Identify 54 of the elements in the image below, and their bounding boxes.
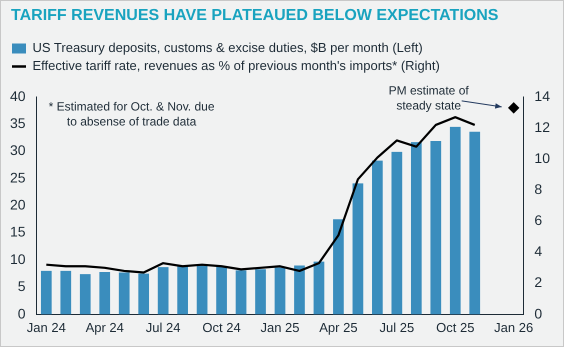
bar — [372, 160, 383, 314]
y-tick-label: 30 — [10, 142, 26, 158]
bar — [469, 132, 480, 314]
x-tick-label: Jan 26 — [494, 320, 534, 335]
y-tick-label: 10 — [10, 250, 26, 267]
x-tick-label: Jan 24 — [26, 320, 66, 335]
y-tick-label: 35 — [10, 115, 26, 132]
y2-tick-label: 8 — [534, 181, 542, 198]
x-tick-label: Jul 24 — [146, 320, 181, 335]
bar — [391, 152, 402, 314]
bar — [40, 270, 52, 314]
chart-title: TARIFF REVENUES HAVE PLATEAUED BELOW EXPECTATIONS — [11, 7, 498, 25]
legend-label: US Treasury deposits, customs & excise duties, $B per month (Left) — [32, 40, 423, 56]
bar — [314, 262, 324, 314]
x-tick-label: Jul 25 — [379, 320, 414, 335]
y-tick-label: 15 — [10, 224, 26, 240]
bar — [274, 268, 286, 314]
bar — [80, 274, 91, 314]
y-tick-label: 0 — [18, 305, 26, 322]
y2-tick-label: 10 — [534, 150, 550, 166]
bar — [450, 126, 461, 314]
bar — [410, 142, 422, 314]
legend-label: Effective tariff rate, revenues as % of previous month's imports* (Right) — [32, 58, 440, 74]
bar — [99, 272, 110, 314]
y2-tick-label: 14 — [534, 88, 550, 104]
bar — [118, 272, 130, 314]
y-tick-label: 25 — [10, 169, 26, 186]
bar — [294, 265, 305, 314]
bar — [196, 265, 208, 314]
bar — [333, 219, 344, 314]
y2-tick-label: 6 — [534, 212, 542, 228]
x-tick-label: Apr 24 — [86, 320, 124, 335]
bar — [158, 267, 169, 314]
y-tick-label: 40 — [10, 88, 26, 104]
y2-tick-label: 12 — [534, 118, 550, 135]
bar — [177, 266, 188, 314]
x-tick-label: Apr 25 — [319, 320, 358, 335]
y2-tick-label: 0 — [534, 305, 542, 322]
y-tick-label: 20 — [10, 196, 26, 213]
bar — [352, 183, 364, 314]
bar — [255, 269, 266, 314]
y2-tick-label: 4 — [534, 243, 542, 260]
y2-tick-label: 2 — [534, 274, 542, 290]
x-tick-label: Oct 25 — [436, 320, 474, 335]
y-tick-label: 5 — [18, 278, 26, 294]
bar — [138, 274, 150, 314]
bar — [430, 141, 442, 314]
bar — [60, 270, 72, 314]
x-tick-label: Jan 25 — [260, 320, 300, 335]
annotation: * Estimated for Oct. & Nov. due to absense of trade data — [48, 99, 215, 128]
x-tick-label: Oct 24 — [202, 320, 241, 335]
bar — [236, 270, 246, 314]
bar — [216, 266, 227, 314]
annotation: PM estimate of steady state — [388, 83, 470, 112]
